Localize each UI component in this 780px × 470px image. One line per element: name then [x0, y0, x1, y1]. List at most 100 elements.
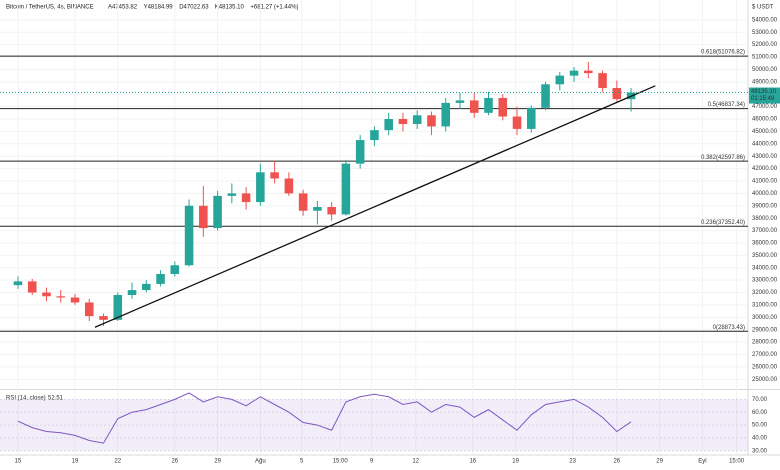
- candle-body: [70, 297, 80, 303]
- x-tick-label: 16: [469, 459, 476, 465]
- y-tick-label: 26000.00: [752, 365, 778, 371]
- candle-body: [498, 97, 508, 117]
- rsi-line: [17, 392, 632, 444]
- y-tick-label: 40000.00: [752, 191, 778, 197]
- x-tick-label: 29: [656, 459, 663, 465]
- candle-body: [455, 100, 465, 103]
- x-tick-label: 9: [370, 459, 374, 465]
- y-tick-label: 41000.00: [752, 179, 778, 185]
- ohlc-value: Y48184.99: [144, 5, 174, 11]
- y-tick-label: 50000.00: [752, 67, 778, 73]
- y-tick-label: 45000.00: [752, 129, 778, 135]
- candle-body: [584, 70, 593, 74]
- ohlc-value: K48135.10: [215, 5, 245, 11]
- last-price-box: [749, 87, 780, 104]
- candle-body: [127, 290, 137, 296]
- x-tick-label: 19: [512, 459, 519, 465]
- rsi-value: 52.51: [48, 396, 64, 402]
- x-tick-label: 5: [300, 459, 304, 465]
- x-tick-label: 15: [15, 459, 22, 465]
- y-tick-label: 25000.00: [752, 377, 778, 383]
- candle-body: [598, 73, 607, 89]
- y-tick-label: 60.00: [752, 410, 768, 416]
- fib-label: 0.5(46837.34): [708, 102, 745, 108]
- y-tick-label: 30000.00: [752, 315, 778, 321]
- candle-body: [612, 88, 622, 100]
- candle-body: [184, 205, 194, 266]
- y-tick-label: 29000.00: [752, 327, 778, 333]
- y-tick-label: 37000.00: [752, 228, 778, 234]
- candle-body: [170, 265, 180, 274]
- candle-body: [412, 115, 422, 124]
- countdown: 01:15:49: [751, 96, 775, 102]
- candle-body: [42, 292, 51, 297]
- candle-body: [227, 193, 237, 196]
- x-tick-label: 26: [171, 459, 178, 465]
- candle-body: [541, 84, 550, 108]
- x-tick-label: 12: [412, 459, 419, 465]
- candle-body: [99, 316, 108, 320]
- y-tick-label: 50.00: [752, 423, 768, 429]
- trendline: [94, 85, 656, 328]
- y-tick-label: 28000.00: [752, 340, 778, 346]
- x-tick-label: 22: [114, 459, 121, 465]
- ohlc-value: +681.27 (+1.44%): [250, 5, 298, 11]
- y-tick-label: 54000.00: [752, 17, 778, 23]
- candle-body: [441, 102, 450, 127]
- fib-label: 0.236(37352.40): [701, 220, 745, 226]
- candle-body: [555, 75, 565, 85]
- fib-label: 0.382(42597.86): [701, 155, 745, 161]
- ohlc-value: A47453.82: [108, 5, 138, 11]
- fib-label: 0.618(51076.82): [701, 50, 745, 56]
- y-tick-label: 35000.00: [752, 253, 778, 259]
- candle-body: [327, 207, 336, 215]
- y-tick-label: 43000.00: [752, 154, 778, 160]
- y-tick-label: 49000.00: [752, 79, 778, 85]
- y-tick-label: 44000.00: [752, 141, 778, 147]
- candle-body: [199, 205, 208, 229]
- candle-body: [270, 172, 279, 179]
- candle-body: [355, 140, 365, 164]
- y-tick-label: 51000.00: [752, 55, 778, 61]
- candle-body: [113, 295, 123, 320]
- y-tick-label: 52000.00: [752, 42, 778, 48]
- candle-body: [84, 302, 94, 317]
- candle-body: [298, 193, 308, 211]
- y-tick-label: 34000.00: [752, 265, 778, 271]
- x-tick-label: 15:00: [729, 459, 745, 465]
- last-price-label: 48135.10: [751, 89, 777, 95]
- candle-body: [156, 273, 165, 284]
- symbol: Bitcoin / TetherUS, 4s, BINANCE: [6, 5, 94, 11]
- y-tick-label: 46000.00: [752, 117, 778, 123]
- y-tick-label: 47000.00: [752, 104, 778, 110]
- x-tick-label: 15:00: [333, 459, 349, 465]
- x-tick-label: 29: [214, 459, 221, 465]
- candle-body: [341, 163, 351, 215]
- candle-body: [370, 130, 379, 141]
- y-tick-label: 27000.00: [752, 352, 778, 358]
- candle-body: [256, 172, 265, 203]
- rsi-title: RSI (14, close): [6, 396, 46, 402]
- y-tick-label: 53000.00: [752, 30, 778, 36]
- fib-label: 0(28873.43): [713, 325, 745, 331]
- y-tick-label: 70.00: [752, 397, 768, 403]
- candle-body: [427, 115, 436, 127]
- y-tick-label: 32000.00: [752, 290, 778, 296]
- candle-body: [313, 207, 322, 211]
- candle-body: [13, 281, 23, 286]
- x-tick-label: 26: [613, 459, 620, 465]
- currency[interactable]: $ USDT: [752, 5, 774, 11]
- x-tick-label: Ağu: [255, 459, 266, 465]
- candle-body: [384, 119, 393, 131]
- y-tick-label: 33000.00: [752, 278, 778, 284]
- candle-body: [569, 70, 579, 76]
- candle-body: [241, 193, 251, 203]
- candle-body: [27, 281, 37, 293]
- candle-body: [512, 116, 522, 129]
- y-tick-label: 42000.00: [752, 166, 778, 172]
- candle-body: [142, 283, 151, 291]
- y-tick-label: 38000.00: [752, 216, 778, 222]
- x-tick-label: Eyl: [698, 459, 706, 465]
